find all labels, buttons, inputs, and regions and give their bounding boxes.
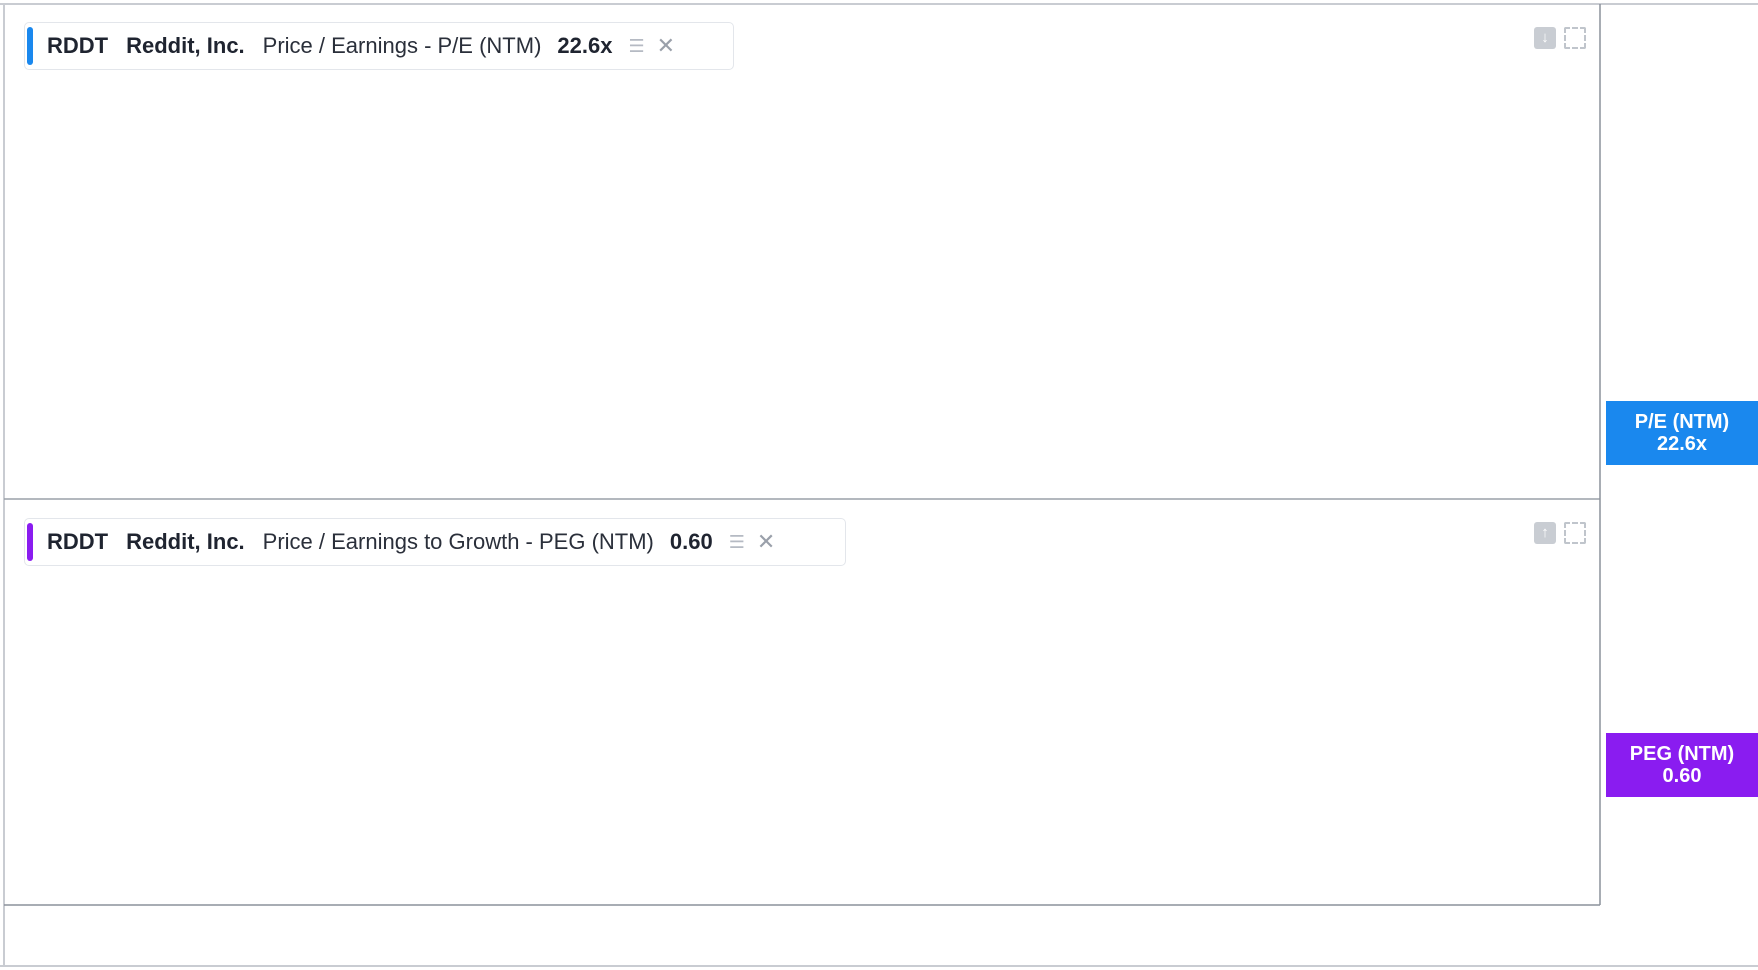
peg-flag-value: 0.60 [1662,765,1702,787]
pe-series-color [27,27,33,65]
peg-value-flag: PEG (NTM) 0.60 [1606,733,1758,797]
pe-metric: Price / Earnings - P/E (NTM) [262,33,542,58]
fullscreen-icon[interactable] [1564,522,1586,544]
peg-company: Reddit, Inc. [126,529,245,554]
pe-legend: RDDT Reddit, Inc. Price / Earnings - P/E… [24,22,734,70]
close-icon[interactable]: ✕ [756,529,776,554]
fullscreen-icon[interactable] [1564,27,1586,49]
upload-icon[interactable]: ↑ [1534,522,1556,544]
close-icon[interactable]: ✕ [656,33,676,58]
peg-ticker: RDDT [47,529,109,554]
layers-icon[interactable]: ☰ [728,531,745,552]
pe-company: Reddit, Inc. [126,33,245,58]
peg-metric: Price / Earnings to Growth - PEG (NTM) [262,529,654,554]
peg-series-color [27,523,33,561]
layers-icon[interactable]: ☰ [628,35,645,56]
pe-current-value: 22.6x [557,33,613,58]
peg-current-value: 0.60 [669,529,713,554]
peg-flag-label: PEG (NTM) [1629,743,1735,765]
download-icon[interactable]: ↓ [1534,27,1556,49]
pe-value-flag: P/E (NTM) 22.6x [1606,401,1758,465]
peg-legend: RDDT Reddit, Inc. Price / Earnings to Gr… [24,518,846,566]
pe-flag-label: P/E (NTM) [1634,411,1730,433]
pe-ticker: RDDT [47,33,109,58]
pe-flag-value: 22.6x [1656,433,1708,455]
